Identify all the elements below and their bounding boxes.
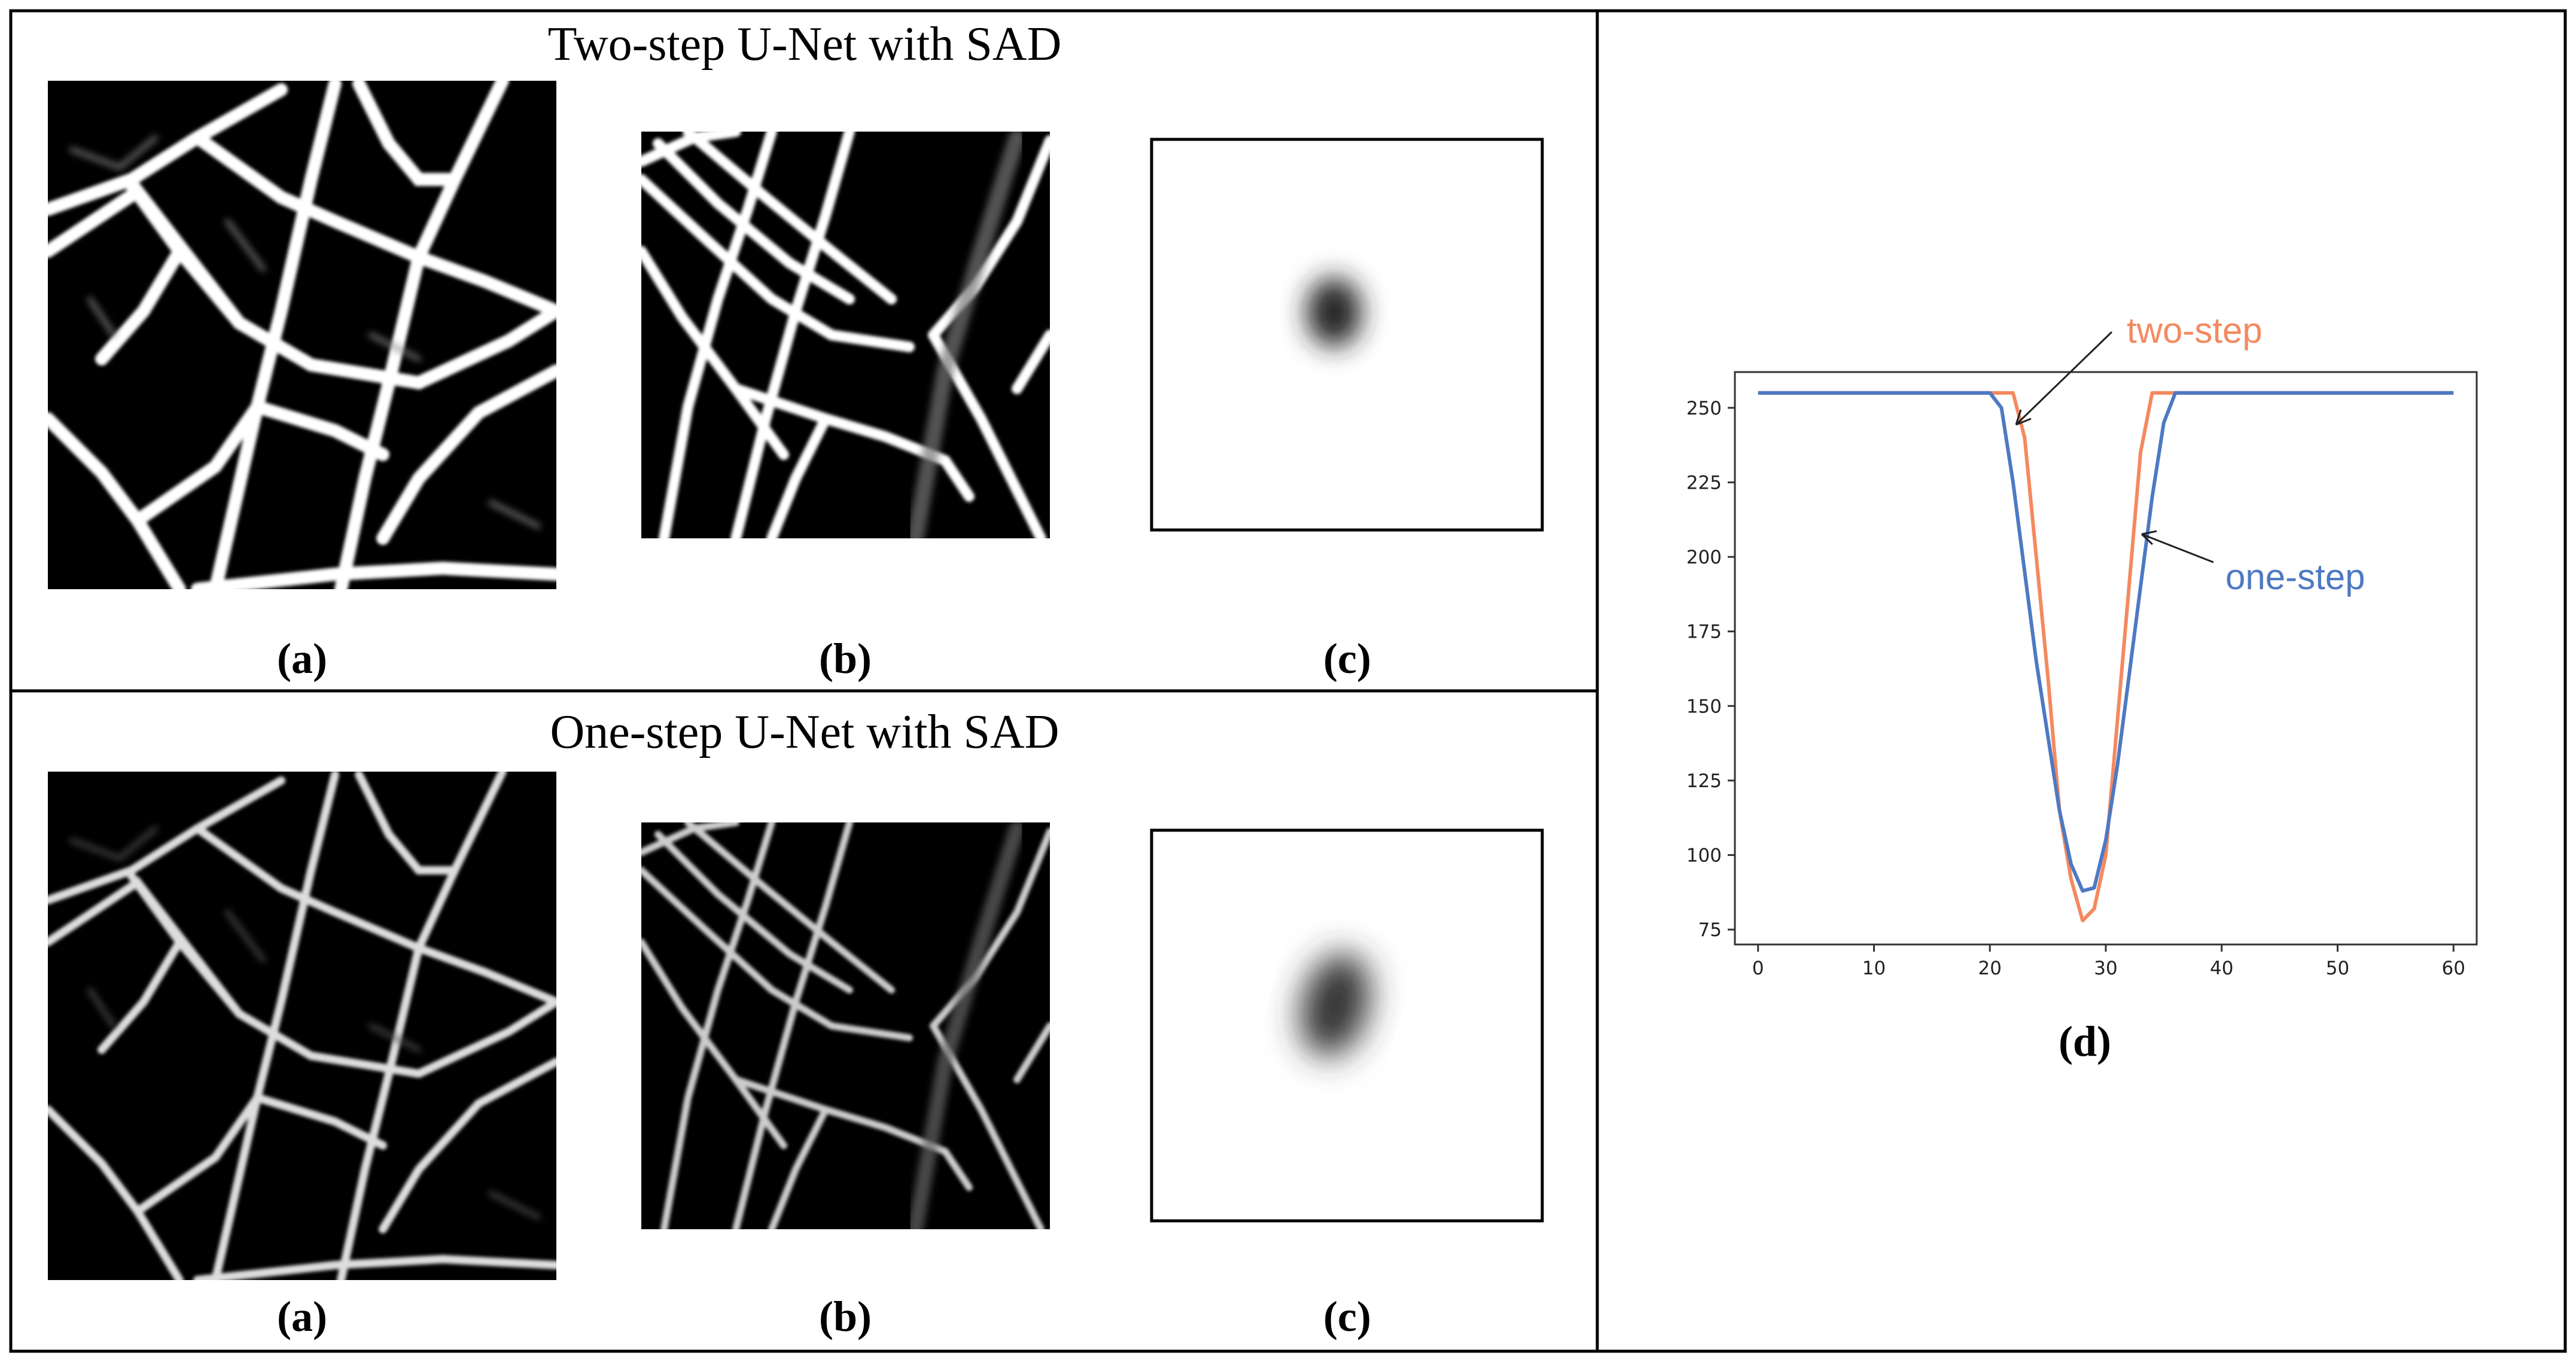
x-tick-label: 20 — [1978, 958, 2002, 979]
y-tick-label: 100 — [1686, 845, 1722, 866]
bottom-road-map-image — [48, 772, 556, 1280]
bottom-label-a: (a) — [277, 1293, 327, 1340]
x-tick-label: 10 — [1862, 958, 1886, 979]
y-tick-label: 125 — [1686, 770, 1722, 792]
top-panel-title: Two-step U-Net with SAD — [548, 18, 1062, 71]
y-tick-label: 150 — [1686, 696, 1722, 717]
top-label-b: (b) — [819, 635, 872, 682]
x-tick-label: 50 — [2326, 958, 2349, 979]
one-step-series-line — [1758, 391, 2454, 893]
bottom-label-b: (b) — [819, 1293, 872, 1340]
y-tick-label: 200 — [1686, 547, 1722, 568]
y-tick-label: 250 — [1686, 398, 1722, 419]
profile-chart: 75 100 125 150 175 200 225 250 0 10 20 30 40 50 60 tw… — [1686, 310, 2478, 979]
bottom-kernel-image — [1301, 953, 1370, 1057]
x-tick-label: 0 — [1752, 958, 1764, 979]
y-axis: 75 100 125 150 175 200 225 250 — [1686, 398, 1735, 941]
y-tick-label: 225 — [1686, 472, 1722, 493]
top-label-c: (c) — [1323, 635, 1371, 682]
y-tick-label: 175 — [1686, 621, 1722, 643]
bottom-label-c: (c) — [1323, 1293, 1371, 1340]
two-step-annotation: two-step — [2127, 310, 2263, 351]
bottom-panel-title: One-step U-Net with SAD — [550, 706, 1059, 758]
chart-label-d: (d) — [2059, 1017, 2111, 1065]
one-step-arrow — [2141, 533, 2214, 563]
figure-frame — [9, 9, 2567, 1353]
one-step-annotation: one-step — [2225, 557, 2365, 597]
chart-series — [1758, 391, 2454, 923]
two-step-arrowhead — [2015, 409, 2032, 426]
top-prediction-image — [641, 132, 1050, 538]
top-label-a: (a) — [277, 635, 327, 682]
x-tick-label: 40 — [2210, 958, 2233, 979]
x-tick-label: 30 — [2094, 958, 2117, 979]
top-road-map-image — [48, 81, 556, 589]
bottom-prediction-image — [641, 822, 1050, 1229]
y-tick-label: 75 — [1698, 919, 1722, 941]
two-step-arrow — [2015, 331, 2113, 426]
one-step-arrowhead — [2140, 530, 2157, 546]
x-axis: 0 10 20 30 40 50 60 — [1752, 944, 2465, 979]
top-kernel-image — [1307, 278, 1362, 347]
x-tick-label: 60 — [2442, 958, 2465, 979]
